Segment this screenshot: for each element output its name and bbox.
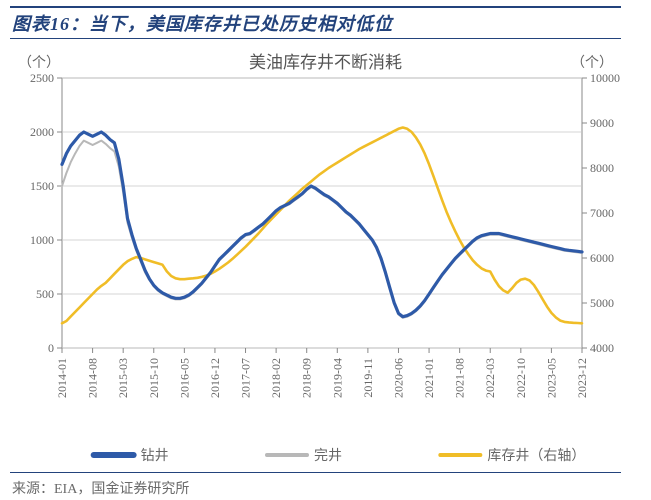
svg-text:10000: 10000 — [590, 71, 620, 85]
x-tick-label: 2014-01 — [55, 358, 69, 398]
svg-text:2500: 2500 — [30, 71, 54, 85]
legend-duc: 库存井（右轴） — [487, 448, 585, 464]
x-tick-label: 2022-10 — [514, 358, 528, 398]
x-tick-label: 2021-01 — [422, 358, 436, 398]
x-tick-label: 2019-04 — [330, 358, 344, 398]
x-tick-label: 2016-12 — [208, 358, 222, 398]
x-tick-label: 2018-09 — [300, 358, 314, 398]
x-tick-label: 2014-08 — [86, 358, 100, 398]
x-tick-label: 2015-10 — [147, 358, 161, 398]
x-tick-label: 2016-05 — [177, 358, 191, 398]
figure-container: 图表16：当下，美国库存井已处历史相对低位 美油库存井不断消耗 （个） （个） … — [0, 0, 651, 500]
svg-text:500: 500 — [36, 287, 54, 301]
x-tick-label: 2022-03 — [483, 358, 497, 398]
bottom-rule — [10, 472, 621, 473]
x-tick-label: 2017-07 — [239, 358, 253, 398]
mid-rule — [10, 38, 621, 39]
source-text: 来源：EIA，国金证券研究所 — [12, 478, 189, 498]
svg-text:8000: 8000 — [590, 161, 614, 175]
svg-text:6000: 6000 — [590, 251, 614, 265]
svg-text:1000: 1000 — [30, 233, 54, 247]
x-tick-label: 2019-11 — [361, 358, 375, 398]
x-tick-label: 2015-03 — [116, 358, 130, 398]
x-tick-label: 2018-02 — [269, 358, 283, 398]
figure-title: 图表16：当下，美国库存井已处历史相对低位 — [12, 10, 393, 36]
svg-text:2000: 2000 — [30, 125, 54, 139]
svg-text:4000: 4000 — [590, 341, 614, 355]
legend-comp: 完井 — [314, 448, 342, 464]
svg-text:5000: 5000 — [590, 296, 614, 310]
svg-text:7000: 7000 — [590, 206, 614, 220]
legend-drill: 钻井 — [141, 448, 169, 464]
x-tick-label: 2020-06 — [391, 358, 405, 398]
svg-text:0: 0 — [48, 341, 54, 355]
series-drill — [62, 132, 582, 317]
svg-text:9000: 9000 — [590, 116, 614, 130]
x-tick-label: 2023-12 — [575, 358, 589, 398]
x-tick-label: 2021-08 — [453, 358, 467, 398]
x-tick-label: 2023-05 — [544, 358, 558, 398]
chart-svg: 0 500 1000 1500 2000 2500 4000 5000 6000 7000 8000… — [0, 60, 651, 470]
svg-text:1500: 1500 — [30, 179, 54, 193]
top-rule — [10, 6, 621, 8]
